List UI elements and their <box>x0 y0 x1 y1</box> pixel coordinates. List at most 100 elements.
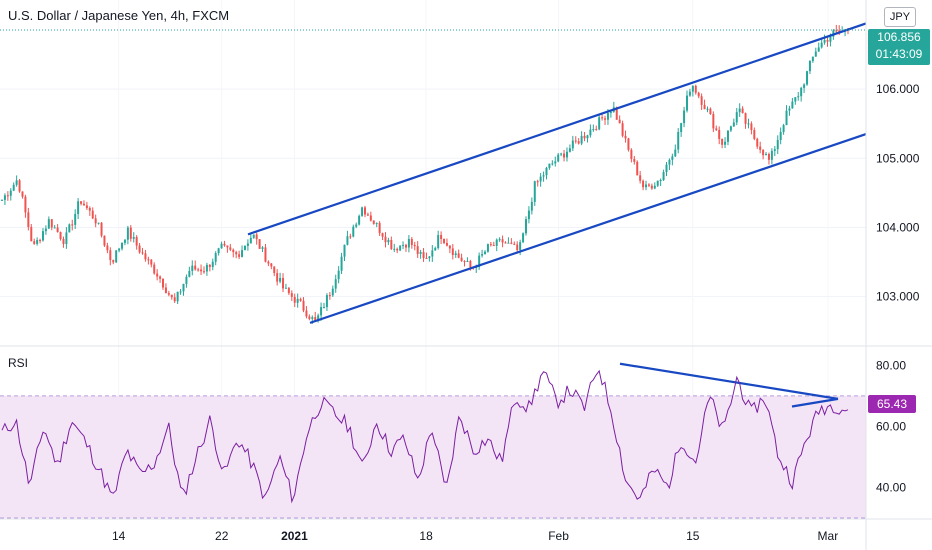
candle-body <box>246 243 249 246</box>
candles <box>1 24 849 324</box>
candle-body <box>785 110 788 126</box>
candle-body <box>484 251 487 255</box>
candle-body <box>24 196 27 213</box>
time-tick-label: Feb <box>548 529 569 543</box>
candle-body <box>229 247 232 250</box>
candle-body <box>211 261 214 267</box>
candle-body <box>621 123 624 136</box>
candle-body <box>226 245 229 248</box>
candle-body <box>495 239 498 246</box>
candle-body <box>674 149 677 157</box>
candle-body <box>732 122 735 127</box>
candle-body <box>428 256 431 259</box>
candle-body <box>238 254 241 257</box>
candle-body <box>524 219 527 234</box>
candle-body <box>334 279 337 289</box>
candle-body <box>767 153 770 160</box>
time-tick-label: 2021 <box>281 529 308 543</box>
candle-body <box>592 129 595 131</box>
candle-body <box>407 238 410 248</box>
channel-lines[interactable] <box>247 22 867 408</box>
rsi-support-line <box>791 397 839 408</box>
candle-body <box>9 190 12 196</box>
candle-body <box>773 149 776 151</box>
candle-body <box>293 296 296 303</box>
candle-body <box>419 252 422 254</box>
candle-body <box>126 227 129 240</box>
candle-body <box>431 250 434 257</box>
candle-body <box>683 110 686 124</box>
candle-body <box>806 71 809 85</box>
candle-body <box>402 244 405 246</box>
candle-body <box>91 210 94 219</box>
candle-body <box>296 298 299 303</box>
candle-body <box>486 244 489 252</box>
candle-body <box>39 239 42 241</box>
candle-body <box>492 245 495 247</box>
candle-body <box>220 243 223 249</box>
candle-body <box>729 126 732 131</box>
candle-body <box>194 265 197 270</box>
candle-body <box>164 287 167 294</box>
candle-body <box>671 156 674 160</box>
candle-body <box>205 264 208 272</box>
candle-body <box>217 248 220 254</box>
candle-body <box>284 287 287 289</box>
candle-body <box>118 248 121 251</box>
price-tick-label: 103.000 <box>876 290 920 304</box>
candle-body <box>604 118 607 120</box>
candle-body <box>741 108 744 114</box>
candle-body <box>358 215 361 225</box>
candle-body <box>349 236 352 238</box>
candle-body <box>399 245 402 251</box>
candle-body <box>173 297 176 302</box>
candle-body <box>800 87 803 97</box>
candle-body <box>167 293 170 295</box>
candle-body <box>513 243 516 245</box>
candle-body <box>264 247 267 262</box>
candle-body <box>85 205 88 208</box>
candle-body <box>750 123 753 131</box>
candle-body <box>410 238 413 246</box>
candle-body <box>677 132 680 150</box>
candle-body <box>782 125 785 132</box>
candle-body <box>396 248 399 251</box>
candle-body <box>346 236 349 245</box>
candle-body <box>249 237 252 244</box>
candle-body <box>243 245 246 251</box>
candle-body <box>645 184 648 188</box>
candle-body <box>103 235 106 246</box>
candle-body <box>340 256 343 271</box>
candle-body <box>328 295 331 297</box>
candle-body <box>694 85 697 93</box>
candle-body <box>18 180 21 192</box>
candle-body <box>258 239 261 249</box>
candle-body <box>463 260 466 262</box>
candle-body <box>577 141 580 144</box>
candle-body <box>636 161 639 176</box>
candle-body <box>325 295 328 308</box>
candle-body <box>615 107 618 120</box>
candle-body <box>36 239 39 244</box>
candle-body <box>434 248 437 251</box>
candle-body <box>811 56 814 61</box>
candle-body <box>659 180 662 182</box>
candle-body <box>548 163 551 168</box>
candle-body <box>568 148 571 152</box>
candle-body <box>448 245 451 249</box>
currency-button[interactable]: JPY <box>884 7 916 27</box>
candle-body <box>317 315 320 321</box>
candle-body <box>536 181 539 183</box>
price-tick-label: 104.000 <box>876 220 920 234</box>
candle-body <box>530 201 533 211</box>
candle-body <box>618 119 621 124</box>
candle-body <box>65 232 68 245</box>
candle-body <box>460 257 463 261</box>
candle-body <box>270 263 273 267</box>
candle-body <box>97 222 100 224</box>
rsi-band-fill <box>0 395 866 518</box>
candle-body <box>656 180 659 186</box>
candle-body <box>794 97 797 102</box>
candle-body <box>267 261 270 264</box>
